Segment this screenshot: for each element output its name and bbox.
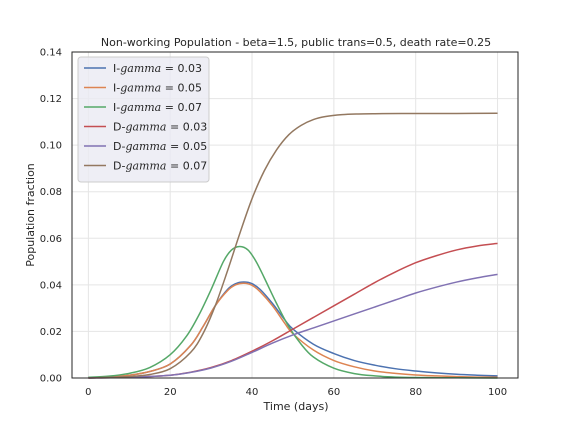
legend-entry: D-gamma = 0.03 — [113, 121, 207, 134]
y-tick-label: 0.00 — [40, 374, 62, 385]
y-axis-label: Population fraction — [24, 163, 37, 267]
x-tick-label: 20 — [164, 387, 177, 398]
y-tick-label: 0.14 — [40, 48, 62, 59]
x-tick-label: 40 — [246, 387, 259, 398]
x-tick-label: 0 — [85, 387, 91, 398]
y-tick-label: 0.04 — [40, 280, 62, 291]
legend-entry: I-gamma = 0.03 — [113, 62, 202, 75]
chart-title: Non-working Population - beta=1.5, publi… — [101, 36, 491, 49]
legend-entry: I-gamma = 0.05 — [113, 82, 202, 95]
x-tick-label: 60 — [328, 387, 341, 398]
x-tick-label: 80 — [409, 387, 422, 398]
y-tick-label: 0.02 — [40, 327, 62, 338]
y-tick-label: 0.12 — [40, 94, 62, 105]
x-axis-label: Time (days) — [263, 400, 329, 413]
legend-entry: D-gamma = 0.05 — [113, 140, 207, 153]
y-tick-label: 0.06 — [40, 234, 62, 245]
y-tick-label: 0.10 — [40, 141, 62, 152]
legend-entry: D-gamma = 0.07 — [113, 160, 207, 173]
x-tick-label: 100 — [488, 387, 507, 398]
legend: I-gamma = 0.03 I-gamma = 0.05 I-gamma = 0.… — [78, 57, 209, 182]
y-tick-label: 0.08 — [40, 187, 62, 198]
legend-entry: I-gamma = 0.07 — [113, 101, 202, 114]
